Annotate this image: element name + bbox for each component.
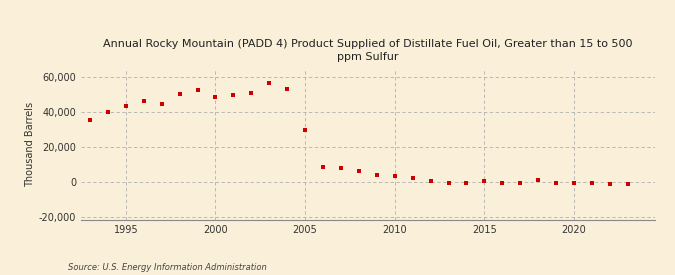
Point xyxy=(192,88,203,93)
Point xyxy=(497,180,508,185)
Title: Annual Rocky Mountain (PADD 4) Product Supplied of Distillate Fuel Oil, Greater : Annual Rocky Mountain (PADD 4) Product S… xyxy=(103,39,632,62)
Point xyxy=(354,169,364,174)
Point xyxy=(551,180,562,185)
Point xyxy=(568,180,579,185)
Point xyxy=(120,104,131,108)
Point xyxy=(228,93,239,97)
Y-axis label: Thousand Barrels: Thousand Barrels xyxy=(24,102,34,187)
Point xyxy=(515,180,526,185)
Point xyxy=(335,166,346,170)
Point xyxy=(407,176,418,180)
Point xyxy=(281,87,292,91)
Point xyxy=(300,127,310,132)
Point xyxy=(587,180,597,185)
Point xyxy=(103,110,113,114)
Point xyxy=(246,91,256,95)
Point xyxy=(425,179,436,183)
Point xyxy=(479,179,490,183)
Point xyxy=(318,165,329,169)
Point xyxy=(443,180,454,185)
Point xyxy=(210,94,221,99)
Point xyxy=(371,173,382,177)
Point xyxy=(389,174,400,178)
Point xyxy=(157,101,167,106)
Point xyxy=(622,182,633,186)
Point xyxy=(533,178,543,182)
Point xyxy=(174,92,185,96)
Text: Source: U.S. Energy Information Administration: Source: U.S. Energy Information Administ… xyxy=(68,263,266,272)
Point xyxy=(461,180,472,185)
Point xyxy=(84,118,95,122)
Point xyxy=(264,81,275,85)
Point xyxy=(138,99,149,103)
Point xyxy=(605,182,616,186)
